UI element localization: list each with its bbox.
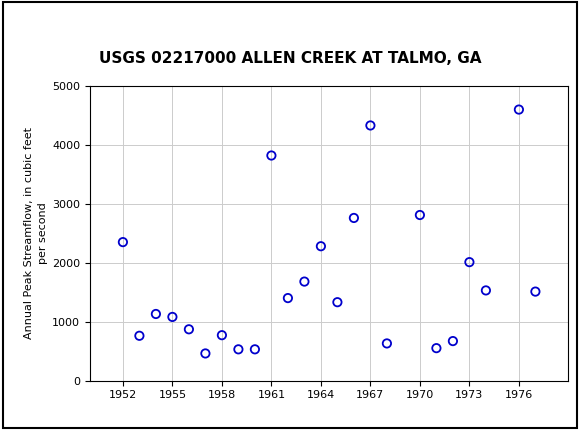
Point	[366, 122, 375, 129]
Text: ≋ USGS: ≋ USGS	[6, 10, 82, 28]
Point	[267, 152, 276, 159]
Point	[234, 346, 243, 353]
Point	[432, 345, 441, 352]
Point	[349, 215, 358, 221]
Point	[415, 212, 425, 218]
Point	[514, 106, 524, 113]
Point	[151, 310, 161, 317]
Point	[316, 243, 325, 250]
Point	[283, 295, 292, 301]
Point	[333, 299, 342, 306]
Point	[531, 288, 540, 295]
Point	[118, 239, 128, 246]
Point	[481, 287, 491, 294]
Point	[218, 332, 227, 339]
Point	[300, 278, 309, 285]
Point	[448, 338, 458, 344]
Point	[201, 350, 210, 357]
Point	[250, 346, 259, 353]
Point	[382, 340, 392, 347]
Text: USGS 02217000 ALLEN CREEK AT TALMO, GA: USGS 02217000 ALLEN CREEK AT TALMO, GA	[99, 51, 481, 65]
Point	[465, 259, 474, 266]
Y-axis label: Annual Peak Streamflow, in cubic feet
per second: Annual Peak Streamflow, in cubic feet pe…	[24, 127, 48, 339]
Point	[135, 332, 144, 339]
Point	[184, 326, 194, 333]
Point	[168, 313, 177, 320]
